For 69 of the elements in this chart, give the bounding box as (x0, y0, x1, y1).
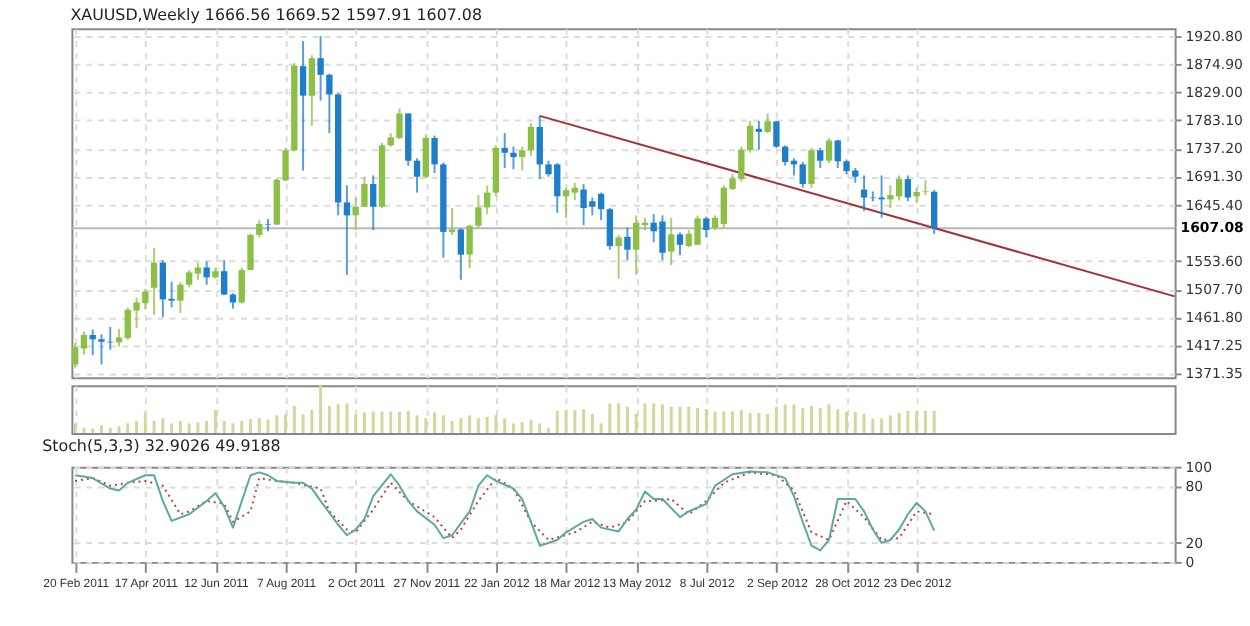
candlestick (746, 119, 754, 154)
candlestick (264, 218, 272, 233)
candlestick (895, 174, 903, 202)
candlestick (221, 259, 228, 297)
chart-title: Stoch(5,3,3) 32.9026 49.9188 (42, 436, 281, 455)
candlestick (562, 186, 570, 219)
candlestick (299, 40, 307, 172)
candlestick (597, 191, 605, 222)
chart-title: XAUUSD,Weekly 1666.56 1669.52 1597.91 1607.08 (70, 5, 483, 24)
candlestick (475, 194, 482, 229)
candlestick (282, 146, 289, 182)
candlestick (773, 119, 780, 149)
candlestick (448, 206, 456, 236)
candlestick (834, 138, 841, 170)
candlestick (501, 132, 508, 170)
candlestick (98, 333, 105, 366)
candlestick (247, 232, 254, 271)
candlestick (466, 223, 473, 270)
candlestick (159, 259, 167, 319)
candlestick (492, 144, 500, 198)
candlestick (457, 227, 465, 281)
candlestick (632, 214, 640, 276)
candlestick (519, 145, 526, 172)
candlestick (703, 215, 710, 239)
candlestick (352, 196, 359, 232)
candlestick (817, 146, 824, 170)
candlestick (361, 175, 368, 208)
candlestick (238, 266, 245, 305)
candlestick (887, 184, 894, 209)
candlestick (203, 260, 210, 286)
candlestick (133, 296, 140, 330)
candlestick (72, 342, 79, 369)
candlestick (764, 112, 771, 135)
candlestick (694, 214, 701, 246)
candlestick (80, 330, 88, 356)
candlestick (431, 134, 438, 174)
candlestick (904, 174, 912, 203)
candlestick (668, 216, 675, 267)
candlestick (308, 54, 316, 127)
candlestick (150, 246, 158, 316)
candlestick (177, 281, 184, 314)
candlestick (755, 119, 763, 151)
candlestick (808, 146, 815, 189)
candlestick (738, 145, 745, 183)
candlestick (676, 231, 684, 257)
candlestick (527, 122, 535, 157)
candlestick (405, 112, 412, 167)
candlestick (422, 133, 429, 179)
candlestick (606, 206, 614, 251)
candlestick (343, 184, 351, 276)
candlestick (799, 160, 806, 189)
candlestick (168, 280, 175, 309)
candlestick (396, 107, 403, 141)
candlestick (860, 174, 868, 213)
candlestick (124, 306, 131, 341)
candlestick (931, 188, 938, 235)
candlestick (615, 233, 622, 280)
candlestick (370, 174, 377, 232)
candlestick (659, 214, 666, 262)
candlestick (413, 157, 421, 194)
candlestick (536, 114, 543, 181)
candlestick (922, 179, 929, 197)
candlestick (273, 177, 280, 227)
candlestick (317, 35, 324, 102)
candlestick (624, 226, 631, 262)
candlestick (326, 72, 333, 135)
candlestick (510, 145, 517, 171)
candlestick (782, 144, 789, 167)
candlestick (825, 137, 833, 165)
